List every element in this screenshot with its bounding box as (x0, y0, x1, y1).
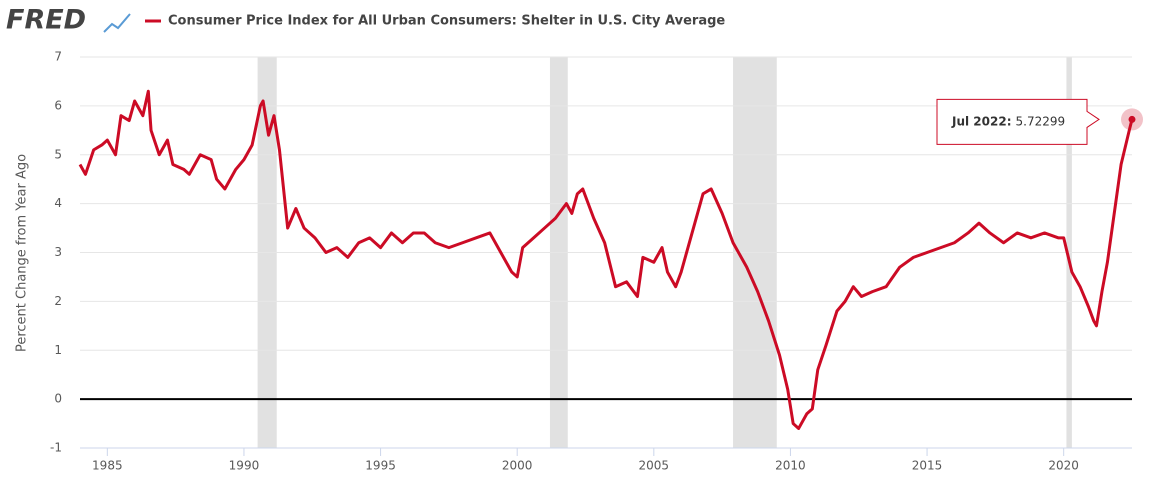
tooltip-box (936, 98, 1100, 145)
tooltip-date: Jul 2022: (951, 114, 1012, 128)
x-tick-label: 2020 (1048, 459, 1079, 473)
x-tick-label: 1985 (92, 459, 123, 473)
data-line (78, 89, 1134, 430)
y-tick-label: 4 (54, 196, 62, 210)
y-tick-label: 6 (54, 98, 62, 112)
x-tick-label: 1990 (229, 459, 260, 473)
y-tick-label: 0 (54, 392, 62, 406)
y-tick-label: 7 (54, 50, 62, 64)
y-tick-label: 1 (54, 343, 62, 357)
x-tick-label: 1995 (365, 459, 396, 473)
x-tick-label: 2015 (912, 459, 943, 473)
y-tick-label: 3 (54, 245, 62, 259)
logo-icon (103, 13, 131, 33)
x-tick-label: 2010 (775, 459, 806, 473)
y-axis-label: Percent Change from Year Ago (15, 154, 30, 352)
y-tick-label: -1 (50, 441, 62, 455)
y-tick-label: 2 (54, 294, 62, 308)
y-tick-label: 5 (54, 147, 62, 161)
tooltip-value: 5.72299 (1016, 114, 1066, 128)
logo: FRED (6, 5, 86, 36)
x-tick-label: 2000 (502, 459, 533, 473)
hover-point (1128, 115, 1136, 123)
legend-label[interactable]: Consumer Price Index for All Urban Consu… (168, 14, 725, 29)
tooltip-text: Jul 2022: 5.72299 (951, 114, 1065, 128)
x-tick-label: 2005 (639, 459, 670, 473)
